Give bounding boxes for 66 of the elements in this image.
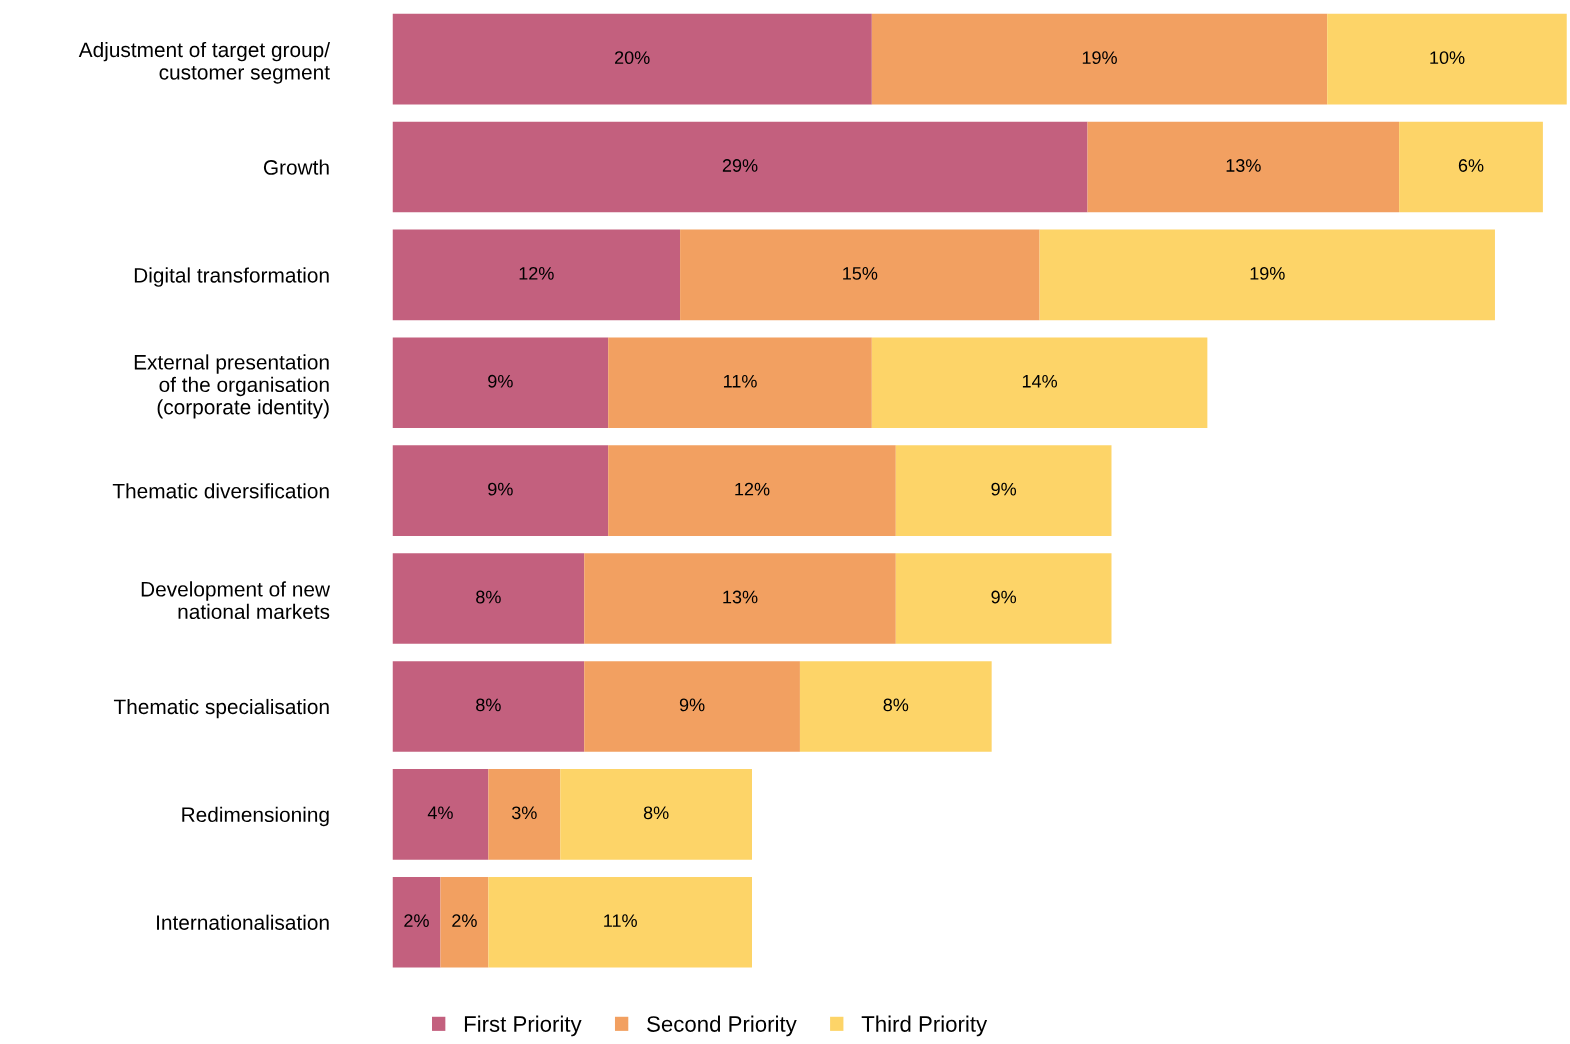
y-tick-label: Adjustment of target group/ customer segment [78,41,331,84]
bar [392,876,441,968]
y-tick-label: Redimensioning [182,806,329,827]
bar [392,445,609,536]
bar [392,553,585,644]
data-label: 3% [511,806,537,820]
bar [392,13,872,105]
bar [895,445,1112,536]
legend-label: Third Priority [861,1015,988,1037]
data-label: 13% [1226,159,1261,172]
bar [680,229,1040,321]
bar [392,337,609,429]
data-label: 9% [679,698,705,712]
bar [1399,121,1543,213]
data-label: 15% [843,267,878,280]
bar [392,661,585,752]
bar [871,337,1208,429]
y-tick-label: Digital transformation [134,267,329,287]
data-label: 8% [476,698,501,712]
bar [560,769,752,860]
data-label: 10% [1430,51,1465,65]
data-label: 8% [476,590,501,604]
y-tick-label: External presentation of the organisation (corporate identity) [134,354,329,419]
bar [488,876,752,968]
bar [584,553,896,644]
data-label: 9% [488,374,513,388]
bar [895,553,1112,644]
bar [392,121,1088,213]
y-tick-label: Growth [263,159,329,175]
data-label: 8% [643,806,669,820]
bar [1327,13,1567,105]
bar [871,13,1328,105]
y-tick-label: Development of new national markets [141,581,331,620]
bar [608,445,896,536]
data-label: 9% [488,482,513,496]
data-label: 11% [723,374,757,388]
bar [1087,121,1400,213]
bar [392,229,681,321]
data-label: 2% [452,914,477,927]
bar [488,769,561,860]
legend-label: First Priority [464,1015,582,1037]
data-label: 12% [735,482,770,496]
y-tick-label: Thematic diversification [112,483,329,499]
data-label: 9% [991,482,1017,496]
bar [392,769,489,860]
data-label: 11% [604,914,637,927]
bar [608,337,872,429]
data-label: 6% [1458,159,1484,172]
data-label: 29% [722,159,758,172]
bar [1039,229,1495,321]
bar [584,661,800,752]
data-label: 14% [1022,374,1058,388]
data-label: 13% [723,590,758,604]
y-tick-label: Internationalisation [157,914,329,930]
bar [440,876,489,968]
data-label: 4% [427,806,453,820]
data-label: 19% [1082,51,1117,65]
bar [799,661,992,752]
data-label: 9% [991,590,1017,604]
data-label: 20% [615,51,650,65]
legend-label: Second Priority [647,1015,797,1037]
data-label: 12% [519,266,554,280]
y-tick-label: Thematic specialisation [113,698,329,719]
data-label: 2% [404,914,429,927]
data-label: 8% [883,698,909,712]
data-label: 19% [1250,266,1285,280]
